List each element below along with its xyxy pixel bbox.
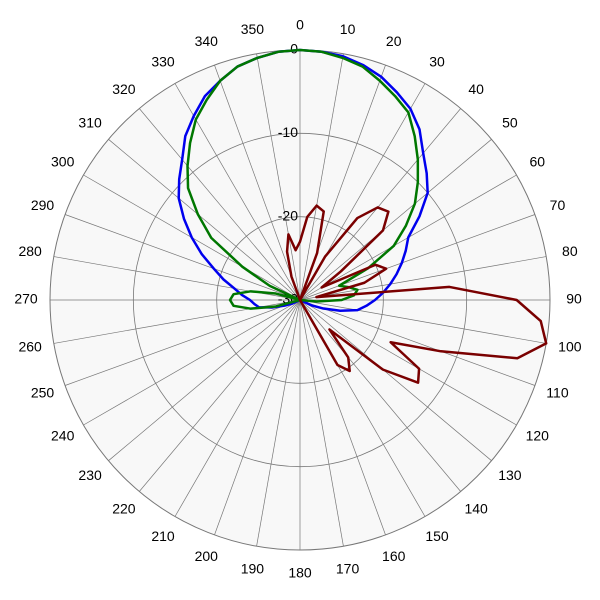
angle-label: 0 (296, 17, 304, 33)
angle-label: 110 (546, 384, 569, 400)
angle-label: 160 (382, 548, 406, 564)
ring (132, 132, 468, 468)
angle-label: 210 (151, 528, 175, 544)
angle-label: 100 (558, 338, 582, 354)
spoke (64, 214, 301, 301)
spoke (299, 108, 461, 301)
angle-label: 170 (336, 561, 360, 577)
angle-label: 60 (530, 154, 546, 170)
spoke (299, 299, 547, 344)
spoke (214, 299, 301, 536)
spoke (139, 299, 301, 492)
series-line (285, 204, 548, 384)
series-line (186, 48, 420, 310)
angle-label: 20 (386, 33, 402, 49)
angle-label: 70 (550, 197, 566, 213)
angle-label: 280 (18, 243, 42, 259)
spoke (214, 64, 301, 301)
spoke (64, 299, 301, 386)
angle-label: 340 (195, 33, 219, 49)
angle-label: 50 (502, 115, 518, 131)
angle-label: 220 (112, 501, 136, 517)
angle-label: 130 (498, 467, 522, 483)
angle-label: 40 (468, 81, 484, 97)
angle-label: 300 (51, 154, 75, 170)
spoke (256, 53, 301, 301)
spoke (299, 53, 344, 301)
angle-label: 270 (14, 291, 38, 307)
angle-label: 140 (464, 501, 488, 517)
angle-label: 10 (340, 21, 356, 37)
angle-label: 80 (562, 243, 578, 259)
angle-label: 30 (429, 53, 445, 69)
angle-label: 250 (31, 384, 55, 400)
angle-label: 320 (112, 81, 136, 97)
angle-label: 290 (31, 197, 55, 213)
angle-label: 120 (526, 428, 550, 444)
angle-label: 230 (78, 467, 102, 483)
spoke (299, 139, 492, 301)
spoke (299, 299, 517, 426)
angle-label: 150 (425, 528, 449, 544)
spoke (299, 299, 344, 547)
spoke (108, 139, 301, 301)
spoke (299, 256, 547, 301)
angle-label: 350 (241, 21, 265, 37)
spoke (299, 299, 536, 386)
spoke (299, 299, 492, 461)
spoke (139, 108, 301, 301)
angle-label: 260 (18, 338, 42, 354)
angle-label: 200 (195, 548, 219, 564)
spoke (83, 299, 301, 426)
spoke (299, 299, 461, 492)
angle-label: 240 (51, 428, 75, 444)
spoke (299, 299, 386, 536)
spoke (174, 299, 301, 517)
radial-tick-label: 0 (290, 41, 298, 57)
ring (216, 216, 384, 384)
angle-label: 180 (288, 565, 312, 581)
angle-label: 310 (78, 115, 102, 131)
spoke (108, 299, 301, 461)
spoke (256, 299, 301, 547)
angle-label: 90 (566, 291, 582, 307)
angle-label: 330 (151, 53, 175, 69)
radial-tick-label: -20 (278, 207, 298, 223)
angle-label: 190 (241, 561, 265, 577)
radial-tick-label: -10 (278, 124, 298, 140)
